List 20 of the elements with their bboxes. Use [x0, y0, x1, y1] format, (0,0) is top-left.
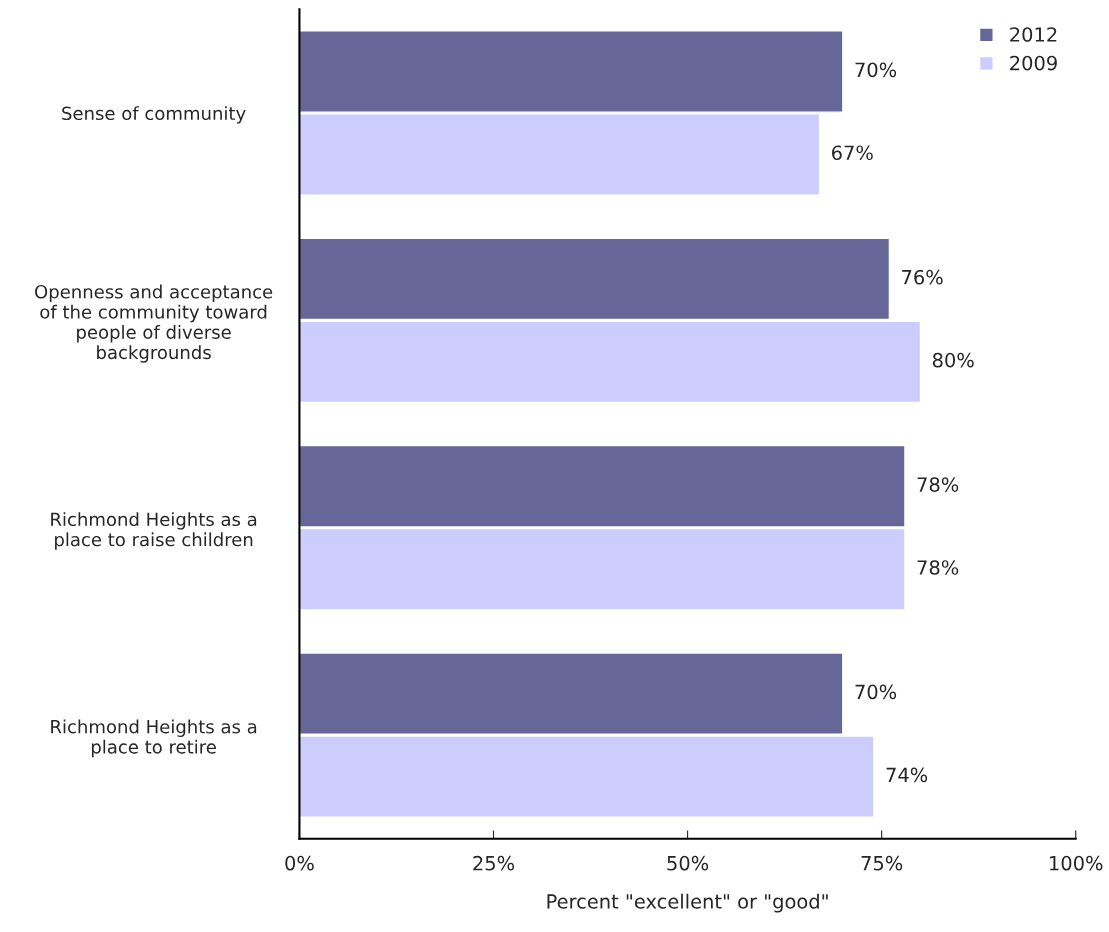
data-label: 70% [855, 62, 897, 78]
data-label: 80% [932, 352, 974, 368]
x-tick-label: 75% [861, 855, 903, 871]
legend-label: 2009 [1010, 55, 1057, 71]
data-label: 74% [886, 767, 928, 783]
legend-label: 2012 [1010, 27, 1057, 42]
x-tick-label: 50% [667, 855, 709, 871]
x-tick-label: 25% [473, 855, 515, 871]
y-tick-label: Richmond Heights as a place to raise children [51, 512, 257, 550]
y-tick-label: Richmond Heights as a place to retire [51, 719, 257, 758]
data-label: 78% [917, 560, 959, 575]
data-label: 70% [855, 684, 897, 700]
x-axis-title: Percent "excellent" or "good" [547, 893, 828, 913]
data-label: 67% [832, 145, 873, 161]
y-tick-label: Sense of community [62, 106, 246, 124]
y-tick-label: Openness and acceptance of the community toward people of diverse backgrounds [35, 284, 273, 363]
data-label: 78% [917, 477, 959, 492]
x-tick-label: 100% [1050, 855, 1103, 871]
data-label: 76% [902, 269, 943, 285]
x-tick-label: 0% [285, 855, 314, 871]
